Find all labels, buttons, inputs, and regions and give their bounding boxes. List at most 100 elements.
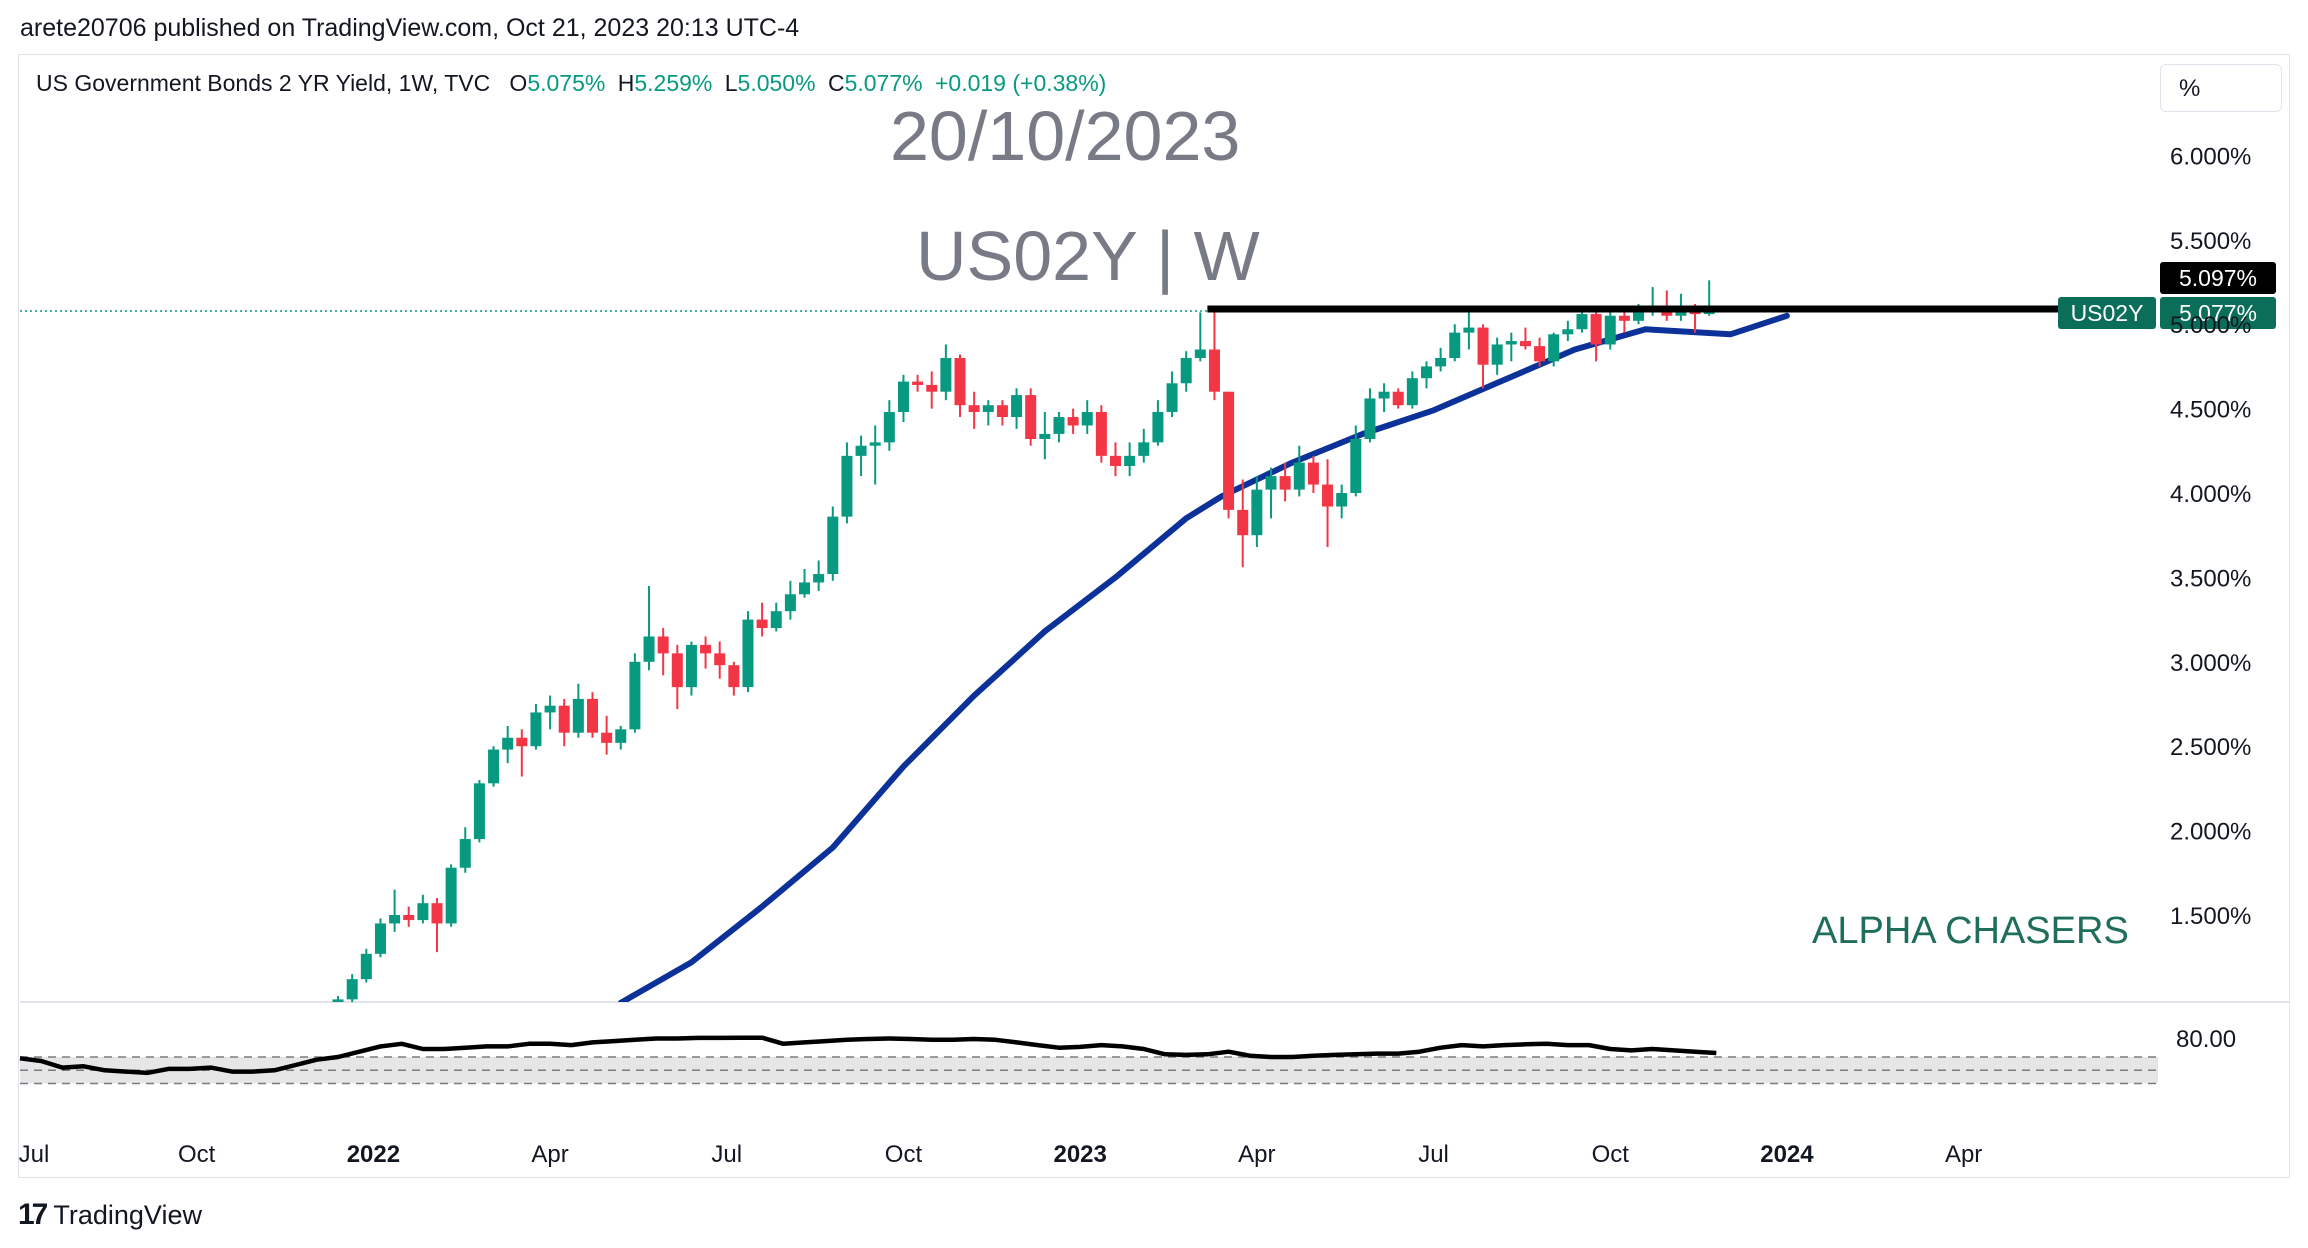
candle [742, 611, 754, 693]
candle-body [940, 357, 952, 392]
candle-body [756, 619, 768, 629]
candle-body [1180, 357, 1192, 384]
candle-body [912, 381, 924, 385]
candle [403, 906, 415, 927]
candle [615, 725, 627, 750]
candle [1166, 371, 1178, 418]
y-tick-label: 3.000% [2170, 650, 2251, 677]
candle-body [572, 698, 584, 733]
candle-body [1519, 341, 1531, 347]
candle-body [784, 594, 796, 612]
candle [700, 636, 712, 669]
candle [883, 400, 895, 451]
candle [1562, 320, 1574, 342]
candle-body [1208, 349, 1220, 392]
watermark-brand: ALPHA CHASERS [1812, 910, 2129, 952]
candle-body [1449, 332, 1461, 358]
candle-body [516, 737, 528, 747]
candle [799, 568, 811, 598]
candle [770, 602, 782, 632]
axes: 6.000% 5.500% 5.000% 4.500% 4.000% 3.500% 3.00… [19, 143, 2252, 1168]
candle-body [982, 405, 994, 412]
candle-body [403, 915, 415, 921]
candle [601, 715, 613, 755]
candle-body [1011, 395, 1023, 418]
candle-body [643, 636, 655, 662]
candle [572, 683, 584, 738]
candles-layer [318, 280, 1715, 1020]
high-label: H [617, 70, 635, 96]
candle-body [1166, 383, 1178, 412]
candle [332, 996, 344, 1002]
candle-body [671, 653, 683, 688]
x-tick-label: Apr [1238, 1141, 1275, 1168]
candle-body [1265, 476, 1277, 490]
candle [926, 371, 938, 409]
candle-body [897, 381, 909, 412]
watermark-ticker: US02Y | W [916, 217, 1260, 295]
candle-body [742, 619, 754, 688]
high-value: 5.259% [634, 70, 713, 96]
candle [516, 729, 528, 777]
candle [1449, 324, 1461, 362]
candle [502, 725, 514, 764]
candle-body [996, 405, 1008, 418]
percent-scale-button[interactable]: % [2160, 64, 2282, 112]
y-tick-label: 5.500% [2170, 228, 2251, 255]
candle-body [883, 411, 895, 443]
candle [1576, 310, 1588, 333]
candle-body [1435, 357, 1447, 367]
x-tick-label: Jul [711, 1141, 742, 1168]
open-label: O [509, 70, 528, 96]
candle [1548, 332, 1560, 367]
close-value: 5.077% [844, 70, 923, 96]
candle-body [1633, 310, 1645, 321]
candle [1392, 388, 1404, 409]
candle [954, 354, 966, 418]
candle-body [1562, 329, 1574, 335]
candle-body [601, 732, 613, 743]
candle-body [1095, 411, 1107, 456]
candle [940, 344, 952, 401]
y-tick-label: 5.000% [2170, 312, 2251, 339]
candle-body [1491, 344, 1503, 365]
candle [841, 442, 853, 524]
candle-body [1548, 334, 1560, 362]
candle-body [318, 1008, 329, 1020]
candle-body [1307, 462, 1319, 485]
candle-body [1081, 411, 1093, 426]
candle-body [855, 445, 867, 456]
candle [1463, 310, 1475, 350]
candle-body [799, 582, 811, 595]
candle [431, 898, 443, 953]
candle-body [1223, 391, 1235, 510]
x-tick-label: Oct [1592, 1141, 1630, 1168]
candle [1208, 310, 1220, 401]
candle-body [1025, 395, 1037, 439]
x-tick-label: 2024 [1760, 1141, 1814, 1168]
tradingview-logo[interactable]: 17 TradingView [18, 1198, 202, 1232]
candle [1039, 411, 1051, 460]
candle-body [954, 357, 966, 406]
candle-body [1505, 341, 1517, 345]
candle [1477, 324, 1489, 389]
candle-body [700, 644, 712, 654]
candle-body [459, 839, 471, 868]
candle [1124, 442, 1136, 477]
candle-body [1110, 455, 1122, 466]
candle-body [1053, 417, 1065, 434]
moving-average-line [617, 312, 1790, 1002]
resistance-layer: 5.097% US02Y 5.077% [20, 262, 2276, 329]
candle-body [1406, 378, 1418, 406]
candle [1138, 428, 1150, 463]
candle-body [1392, 391, 1404, 406]
candle [1011, 388, 1023, 429]
candle [728, 661, 740, 696]
candle [1095, 405, 1107, 463]
change-value: +0.019 (+0.38%) [934, 70, 1107, 96]
candle [1279, 462, 1291, 502]
candle [982, 400, 994, 426]
candle [1265, 467, 1277, 519]
published-line: arete20706 published on TradingView.com,… [20, 14, 800, 42]
